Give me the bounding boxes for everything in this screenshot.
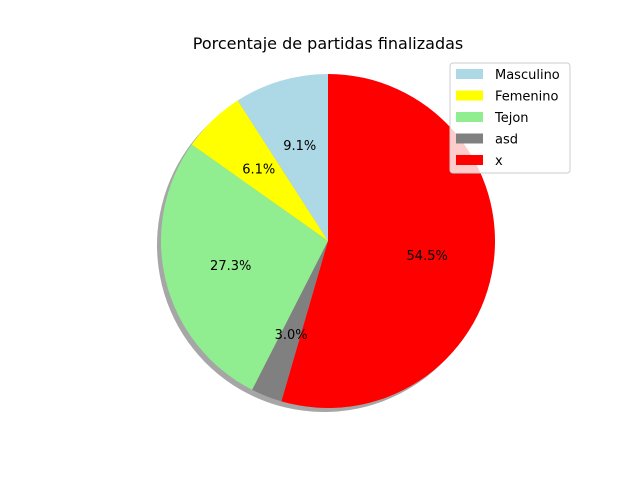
legend-label-tejon: Tejon [494, 111, 529, 126]
slice-asd [252, 241, 328, 402]
pie-slices [161, 74, 495, 408]
percent-label-femenino: 6.1% [242, 163, 275, 178]
slice-masculino [237, 74, 328, 241]
legend-label-x: x [495, 154, 503, 169]
legend: Masculino Femenino Tejon asd x [449, 62, 571, 174]
chart-title: Porcentaje de partidas finalizadas [193, 34, 463, 53]
percent-label-x: 54.5% [407, 249, 448, 264]
legend-swatch-tejon [456, 112, 483, 122]
percent-label-asd: 3.0% [275, 328, 308, 343]
legend-swatch-masculino [456, 69, 483, 79]
legend-label-masculino: Masculino [495, 68, 560, 83]
legend-swatch-femenino [456, 90, 483, 101]
slice-tejon [161, 144, 328, 390]
legend-label-asd: asd [495, 133, 518, 148]
pie-percent-labels: 9.1% 6.1% 27.3% 3.0% 54.5% [210, 139, 448, 343]
legend-swatch-x [456, 155, 483, 165]
legend-label-femenino: Femenino [495, 90, 559, 105]
percent-label-tejon: 27.3% [210, 259, 251, 274]
slice-x [281, 74, 495, 408]
slice-femenino [191, 100, 328, 241]
percent-label-masculino: 9.1% [283, 139, 316, 154]
legend-swatch-asd [456, 133, 483, 144]
